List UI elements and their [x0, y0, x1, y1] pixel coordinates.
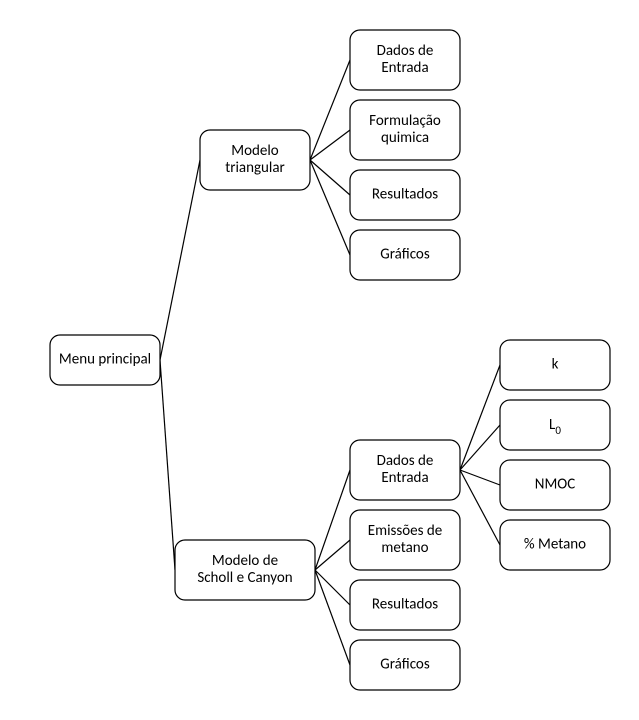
node-l0: L0	[500, 400, 610, 450]
node-label-scholl-l1: Scholl e Canyon	[197, 569, 292, 587]
node-root: Menu principal	[50, 335, 160, 385]
edge-scholl-sc-graf	[315, 570, 350, 665]
node-label-tri-graf: Gráficos	[380, 246, 430, 264]
edge-sc-dados-l0	[460, 425, 500, 470]
node-tri-dados: Dados deEntrada	[350, 30, 460, 90]
node-tri: Modelotriangular	[200, 130, 310, 190]
node-label-k: k	[552, 356, 559, 374]
edge-root-tri	[160, 160, 200, 360]
node-label-tri-form-l0: Formulação	[369, 112, 441, 130]
node-k: k	[500, 340, 610, 390]
edge-root-scholl	[160, 360, 175, 570]
edge-tri-tri-graf	[310, 160, 350, 255]
node-sc-res: Resultados	[350, 580, 460, 630]
edge-sc-dados-k	[460, 365, 500, 470]
node-label-nmoc: NMOC	[535, 476, 575, 494]
node-label-sc-emis-l1: metano	[381, 539, 428, 557]
node-label-tri-l1: triangular	[225, 159, 285, 177]
node-sc-dados: Dados deEntrada	[350, 440, 460, 500]
node-label-tri-dados-l1: Entrada	[381, 59, 428, 77]
node-label-metano: % Metano	[524, 536, 586, 554]
node-metano: % Metano	[500, 520, 610, 570]
edge-scholl-sc-res	[315, 570, 350, 605]
node-label-tri-res: Resultados	[372, 186, 438, 204]
node-sc-graf: Gráficos	[350, 640, 460, 690]
node-tri-graf: Gráficos	[350, 230, 460, 280]
node-label-sc-emis-l0: Emissões de	[368, 522, 442, 540]
node-tri-res: Resultados	[350, 170, 460, 220]
tree-diagram: Menu principalModelotriangularDados deEn…	[0, 0, 639, 720]
edge-sc-dados-nmoc	[460, 470, 500, 485]
node-label-scholl-l0: Modelo de	[212, 552, 278, 570]
node-label-sc-dados-l0: Dados de	[377, 452, 434, 470]
edge-sc-dados-metano	[460, 470, 500, 545]
node-scholl: Modelo deScholl e Canyon	[175, 540, 315, 600]
node-nmoc: NMOC	[500, 460, 610, 510]
node-label-tri-form-l1: quimica	[381, 129, 429, 147]
node-label-tri-dados-l0: Dados de	[377, 42, 434, 60]
edge-tri-tri-res	[310, 160, 350, 195]
node-sc-emis: Emissões demetano	[350, 510, 460, 570]
node-tri-form: Formulaçãoquimica	[350, 100, 460, 160]
node-label-sc-res: Resultados	[372, 596, 438, 614]
nodes-layer: Menu principalModelotriangularDados deEn…	[50, 30, 610, 690]
node-label-root: Menu principal	[59, 351, 151, 369]
node-label-tri-l0: Modelo	[231, 142, 279, 160]
node-label-sc-dados-l1: Entrada	[381, 469, 428, 487]
node-label-sc-graf: Gráficos	[380, 656, 430, 674]
